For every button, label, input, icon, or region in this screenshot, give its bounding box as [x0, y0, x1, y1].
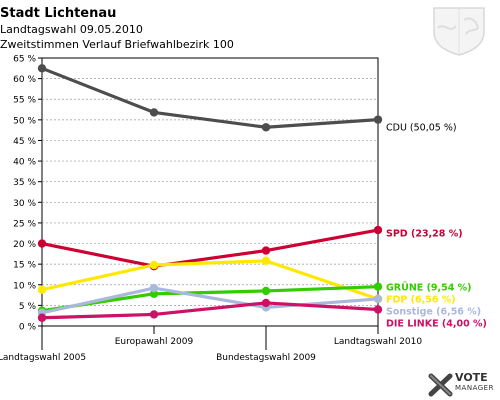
- series-label: DIE LINKE (4,00 %): [386, 319, 487, 330]
- y-tick-label: 45 %: [13, 137, 36, 147]
- y-tick-label: 35 %: [13, 178, 36, 188]
- chart-subtitle-2: Zweitstimmen Verlauf Briefwahlbezirk 100: [0, 38, 234, 51]
- y-tick-label: 0 %: [19, 323, 37, 333]
- chart-title: Stadt Lichtenau: [0, 6, 117, 21]
- series-line: [41, 286, 379, 315]
- x-tick-label: Europawahl 2009: [115, 337, 194, 347]
- vote-manager-logo-text: VOTE MANAGER: [455, 372, 494, 394]
- series-line: [41, 259, 379, 301]
- series-line: [41, 285, 379, 313]
- coat-of-arms-icon: [433, 7, 485, 56]
- y-tick-label: 20 %: [13, 240, 36, 250]
- data-point: [149, 260, 159, 270]
- vote-manager-logo-icon: [428, 373, 453, 397]
- data-point: [37, 239, 47, 248]
- y-tick-label: 5 %: [19, 302, 37, 312]
- series-label: GRÜNE (9,54 %): [386, 283, 472, 294]
- data-point: [261, 246, 271, 255]
- data-point: [373, 225, 383, 235]
- data-point: [37, 313, 47, 322]
- series-line: [41, 301, 379, 320]
- y-tick-label: 50 %: [13, 116, 36, 126]
- data-point: [149, 108, 159, 117]
- series-label: Sonstige (6,56 %): [386, 307, 481, 318]
- data-point: [261, 286, 271, 296]
- data-point: [261, 298, 271, 308]
- y-tick-label: 25 %: [13, 219, 36, 229]
- series-label: FDP (6,56 %): [386, 295, 456, 306]
- data-point: [261, 123, 271, 132]
- plot-area: [41, 57, 379, 327]
- data-point: [149, 310, 159, 319]
- data-point: [37, 285, 47, 294]
- x-tick-label: Landtagswahl 2005: [0, 353, 86, 363]
- logo-line-1: VOTE: [455, 371, 488, 384]
- data-point: [373, 115, 383, 124]
- logo-line-2: MANAGER: [455, 384, 494, 392]
- y-tick-label: 15 %: [13, 261, 36, 271]
- y-tick-label: 60 %: [13, 75, 36, 85]
- data-point: [261, 256, 271, 266]
- y-tick-label: 40 %: [13, 158, 36, 168]
- data-point: [373, 305, 383, 314]
- data-point: [37, 64, 47, 73]
- series-label: SPD (23,28 %): [386, 229, 463, 240]
- data-point: [373, 282, 383, 291]
- x-tick-label: Bundestagswahl 2009: [216, 353, 316, 363]
- data-point: [149, 283, 159, 293]
- chart-subtitle: Landtagswahl 09.05.2010: [0, 23, 143, 36]
- data-point: [373, 294, 383, 304]
- y-tick-label: 30 %: [13, 199, 36, 209]
- series-line: [41, 228, 379, 268]
- data-point: [149, 289, 159, 299]
- y-tick-label: 55 %: [13, 96, 36, 106]
- x-tick-label: Landtagswahl 2010: [334, 337, 423, 347]
- series-label: CDU (50,05 %): [386, 123, 457, 134]
- series-line: [41, 66, 379, 129]
- y-tick-label: 65 %: [13, 55, 36, 65]
- y-tick-label: 10 %: [13, 281, 36, 291]
